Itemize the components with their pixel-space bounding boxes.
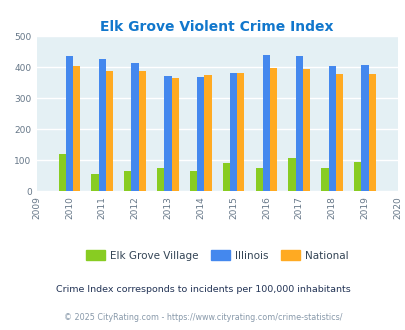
Bar [255, 168, 262, 191]
Bar [262, 55, 269, 191]
Bar [124, 171, 131, 191]
Bar [237, 73, 244, 191]
Bar [204, 75, 211, 191]
Bar [335, 74, 342, 191]
Bar [139, 71, 145, 191]
Bar [302, 69, 309, 191]
Text: © 2025 CityRating.com - https://www.cityrating.com/crime-statistics/: © 2025 CityRating.com - https://www.city… [64, 313, 341, 322]
Bar [360, 65, 368, 191]
Bar [106, 71, 113, 191]
Bar [230, 73, 237, 191]
Bar [197, 77, 204, 191]
Bar [131, 63, 139, 191]
Bar [190, 171, 197, 191]
Bar [328, 66, 335, 191]
Bar [353, 162, 360, 191]
Bar [288, 158, 295, 191]
Bar [73, 66, 80, 191]
Bar [269, 68, 277, 191]
Bar [320, 168, 328, 191]
Title: Elk Grove Violent Crime Index: Elk Grove Violent Crime Index [100, 20, 333, 34]
Legend: Elk Grove Village, Illinois, National: Elk Grove Village, Illinois, National [81, 246, 352, 265]
Bar [222, 163, 230, 191]
Bar [368, 74, 375, 191]
Bar [295, 55, 302, 191]
Bar [91, 174, 98, 191]
Bar [164, 76, 171, 191]
Text: Crime Index corresponds to incidents per 100,000 inhabitants: Crime Index corresponds to incidents per… [55, 285, 350, 294]
Bar [171, 78, 178, 191]
Bar [58, 154, 66, 191]
Bar [66, 56, 73, 191]
Bar [157, 168, 164, 191]
Bar [98, 59, 106, 191]
